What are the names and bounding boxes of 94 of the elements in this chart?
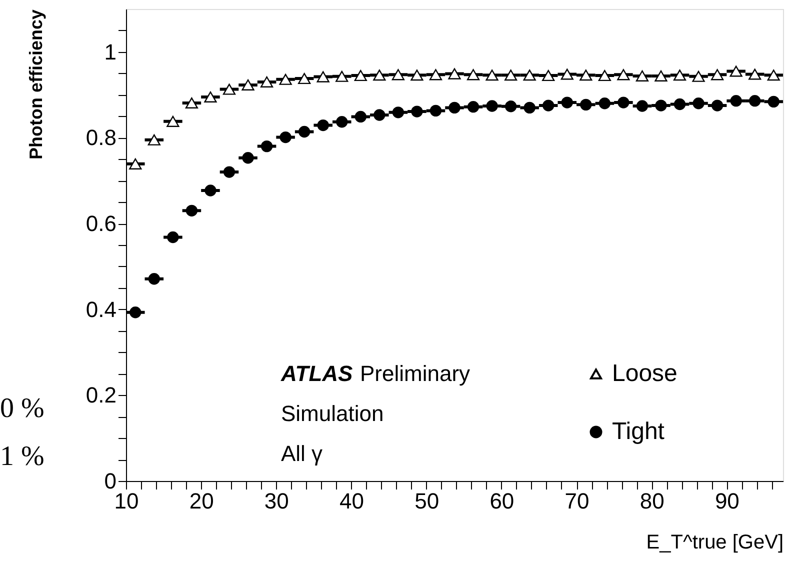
point — [260, 76, 274, 88]
point — [523, 70, 536, 81]
point — [542, 70, 555, 82]
point — [354, 70, 367, 82]
point — [636, 70, 649, 82]
y-tick-label: 1 — [104, 39, 116, 64]
point — [260, 140, 273, 152]
point — [204, 184, 216, 196]
point — [130, 306, 142, 318]
point — [298, 126, 310, 138]
point — [636, 100, 648, 112]
point — [317, 119, 329, 132]
x-tick-label: 50 — [414, 488, 440, 514]
point — [280, 131, 292, 144]
point — [673, 70, 686, 81]
text: 0 % — [0, 393, 44, 424]
x-axis-title: E_T^true [GeV] — [646, 532, 784, 554]
point — [580, 98, 592, 111]
point — [748, 68, 762, 80]
x-tick-label: 30 — [264, 488, 289, 514]
point — [692, 70, 705, 82]
point — [580, 70, 592, 81]
point — [336, 116, 348, 128]
legend-label: Loose — [612, 360, 678, 387]
point — [354, 110, 366, 123]
point — [129, 158, 142, 170]
annotation: All γ — [281, 441, 323, 466]
point — [560, 68, 574, 80]
point — [730, 94, 742, 107]
annotation: Simulation — [281, 401, 384, 426]
point — [279, 74, 292, 85]
point — [598, 70, 611, 82]
point — [749, 94, 761, 107]
y-tick-label: 0.6 — [86, 211, 116, 236]
point — [486, 100, 498, 112]
point — [711, 69, 724, 80]
x-tick-label: 80 — [640, 488, 664, 514]
annotation: ATLAS Preliminary — [280, 361, 470, 386]
y-tick-label: 0.4 — [86, 296, 116, 322]
point — [223, 166, 236, 178]
point — [674, 98, 686, 110]
point — [148, 134, 160, 146]
point — [561, 96, 573, 108]
y-tick-label: 0 — [104, 468, 116, 494]
point — [242, 79, 254, 90]
point — [222, 84, 236, 95]
legend-label: Tight — [612, 418, 665, 445]
point — [242, 152, 254, 164]
point — [448, 102, 460, 114]
point — [167, 231, 179, 244]
point — [730, 66, 742, 77]
point — [392, 106, 404, 118]
y-tick-label: 0.2 — [86, 382, 116, 408]
point — [316, 71, 330, 82]
point — [524, 102, 536, 114]
point — [166, 116, 180, 127]
point — [336, 70, 348, 82]
point — [411, 106, 423, 118]
y-axis-title: Photon efficiency — [26, 10, 46, 160]
point — [654, 70, 668, 82]
x-tick-label: 40 — [340, 488, 364, 514]
point — [768, 96, 780, 108]
x-tick-label: 90 — [714, 488, 740, 514]
point — [186, 204, 198, 217]
x-tick-label: 60 — [490, 488, 514, 514]
x-tick-label: 10 — [114, 488, 139, 514]
y-tick-label: 0.8 — [86, 125, 116, 150]
point — [617, 69, 630, 80]
point — [692, 98, 704, 110]
point — [542, 100, 554, 112]
point — [618, 96, 630, 108]
point — [504, 100, 517, 112]
point — [298, 72, 311, 84]
point — [711, 100, 724, 112]
point — [148, 273, 160, 285]
point — [486, 70, 498, 81]
point — [598, 98, 611, 110]
point — [466, 69, 480, 80]
x-tick-label: 20 — [189, 488, 214, 514]
point — [204, 91, 217, 102]
point — [467, 101, 480, 113]
point — [374, 109, 386, 121]
point — [767, 70, 780, 81]
point — [429, 69, 442, 80]
point — [655, 100, 667, 112]
point — [392, 69, 404, 80]
point — [504, 70, 518, 81]
x-tick-label: 70 — [564, 488, 590, 514]
point — [448, 68, 461, 80]
point — [430, 104, 442, 117]
point — [185, 97, 198, 109]
point — [410, 70, 424, 81]
text: 1 % — [0, 441, 44, 472]
point — [373, 70, 386, 81]
